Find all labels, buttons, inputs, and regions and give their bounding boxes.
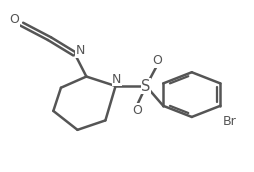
Text: S: S: [141, 78, 151, 94]
Text: O: O: [9, 13, 19, 26]
Text: O: O: [153, 54, 162, 67]
Text: O: O: [132, 104, 142, 117]
Text: Br: Br: [223, 115, 236, 128]
Text: N: N: [75, 44, 85, 57]
Text: N: N: [112, 73, 121, 86]
